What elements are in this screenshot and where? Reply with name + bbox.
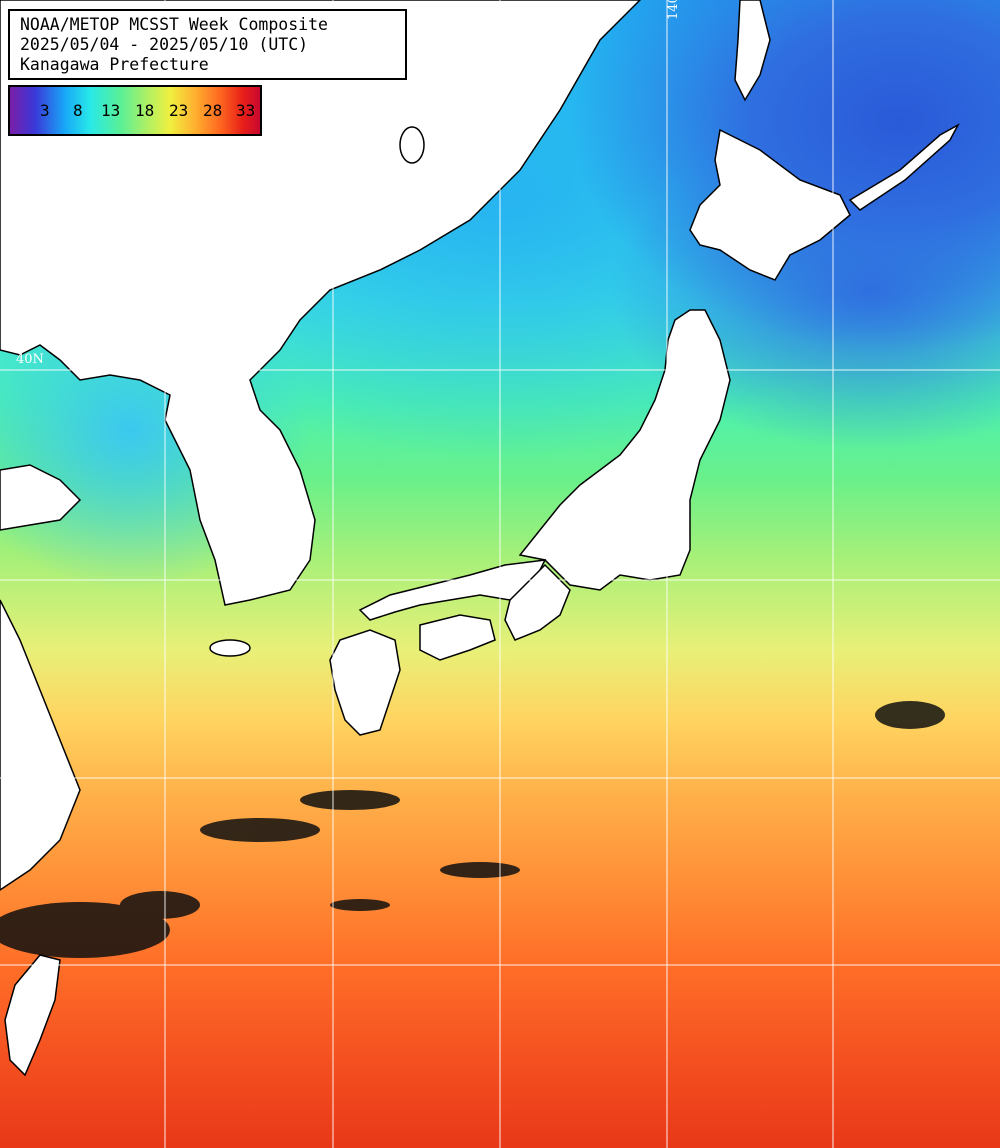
- title-line-region: Kanagawa Prefecture: [20, 55, 209, 74]
- longitude-label: 140E: [666, 0, 681, 20]
- title-line-product: NOAA/METOP MCSST Week Composite: [20, 15, 328, 34]
- land: [0, 0, 960, 1077]
- legend-tick: 33: [236, 101, 256, 120]
- legend-tick: 28: [203, 101, 223, 120]
- legend-tick: 23: [169, 101, 189, 120]
- legend-tick: 8: [73, 101, 83, 120]
- color-scale-legend: 3 8 13 18 23 28 33: [8, 85, 262, 136]
- legend-tick: 13: [101, 101, 121, 120]
- legend-tick: 3: [40, 101, 50, 120]
- legend-tick: 18: [135, 101, 155, 120]
- title-panel: NOAA/METOP MCSST Week Composite 2025/05/…: [8, 9, 407, 80]
- latitude-label: 40N: [16, 352, 44, 367]
- title-line-date-range: 2025/05/04 - 2025/05/10 (UTC): [20, 35, 309, 54]
- cloud-mask: [0, 701, 945, 958]
